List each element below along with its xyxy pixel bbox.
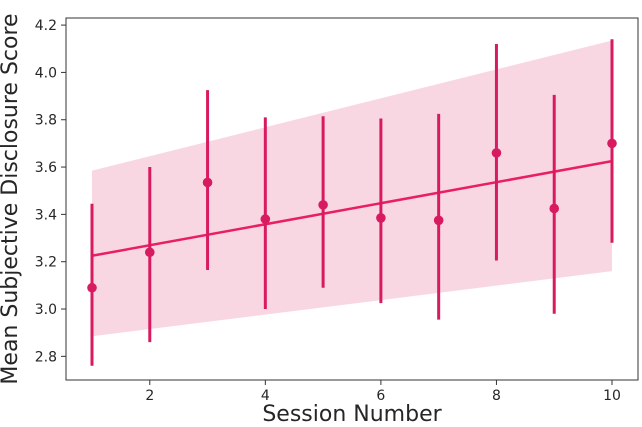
regression-line <box>91 159 613 258</box>
y-tick-label: 3.6 <box>35 160 57 176</box>
y-tick-label: 4.2 <box>35 18 57 34</box>
data-point <box>491 148 502 158</box>
x-tick-label: 2 <box>145 388 154 404</box>
y-tick-label: 3.0 <box>35 302 57 318</box>
x-axis-ticks: 2 4 6 8 10 <box>145 380 621 404</box>
data-point <box>433 215 444 226</box>
y-tick-label: 3.4 <box>35 207 57 223</box>
confidence-band <box>92 40 612 337</box>
confidence-band-layer <box>92 40 612 337</box>
data-point <box>376 213 386 223</box>
data-point <box>202 177 213 188</box>
data-point <box>318 200 328 210</box>
y-tick-label: 3.2 <box>35 255 57 271</box>
y-tick-label: 2.8 <box>35 349 57 365</box>
data-point <box>260 214 271 224</box>
data-point <box>144 247 155 258</box>
x-tick-label: 10 <box>603 388 621 404</box>
x-axis-label: Session Number <box>262 402 442 427</box>
regression-line-layer <box>91 159 613 258</box>
x-tick-label: 4 <box>261 388 270 404</box>
data-point-layer <box>87 138 617 293</box>
y-tick-label: 4.0 <box>35 65 57 81</box>
y-axis-ticks: 2.8 3.0 3.2 3.4 3.6 3.8 4.0 4.2 <box>35 18 66 365</box>
plot-frame <box>65 17 639 381</box>
y-tick-label: 3.8 <box>35 113 57 129</box>
data-point <box>607 138 617 149</box>
data-point <box>549 203 560 214</box>
y-axis-label: Mean Subjective Disclosure Score <box>0 13 23 384</box>
x-tick-label: 8 <box>492 388 501 404</box>
x-tick-label: 6 <box>376 388 385 404</box>
data-point <box>87 282 97 293</box>
